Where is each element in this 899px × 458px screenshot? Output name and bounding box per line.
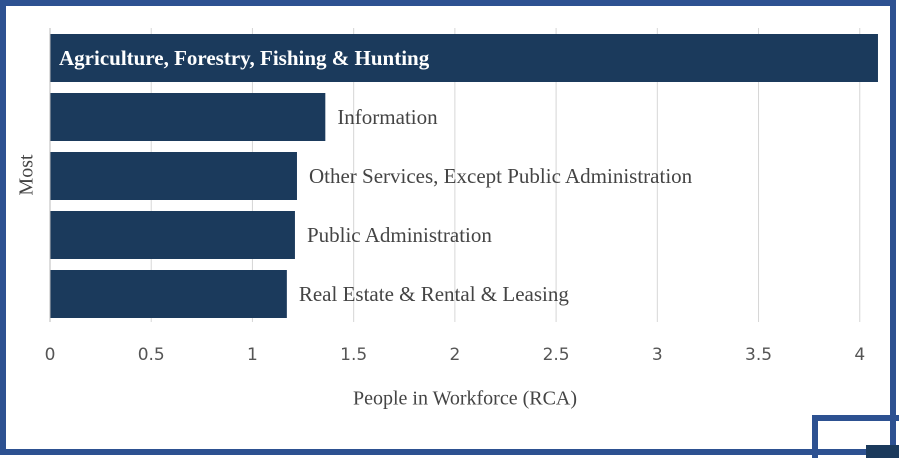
x-tick-label: 1 [247, 345, 258, 365]
x-tick-label: 1.5 [340, 345, 367, 365]
bar-label: Information [337, 105, 438, 129]
corner-box [866, 445, 899, 458]
x-tick-label: 4 [854, 345, 865, 365]
x-tick-label: 3 [652, 345, 663, 365]
bar [50, 211, 295, 259]
bar-label: Other Services, Except Public Administra… [309, 164, 693, 188]
x-tick-label: 0 [45, 345, 56, 365]
bar-label: Public Administration [307, 223, 492, 247]
bar [50, 270, 287, 318]
bar [50, 34, 878, 82]
x-axis-label: People in Workforce (RCA) [353, 388, 577, 410]
bar-label: Agriculture, Forestry, Fishing & Hunting [59, 46, 430, 70]
bar [50, 152, 297, 200]
bar-label: Real Estate & Rental & Leasing [299, 282, 570, 306]
x-tick-label: 3.5 [745, 345, 772, 365]
x-tick-label: 0.5 [138, 345, 165, 365]
bar [50, 93, 326, 141]
x-tick-label: 2 [449, 345, 460, 365]
x-tick-label: 2.5 [543, 345, 570, 365]
bars: Agriculture, Forestry, Fishing & Hunting… [50, 34, 878, 318]
frame-corner [812, 415, 899, 458]
y-axis-label: Most [16, 154, 38, 196]
